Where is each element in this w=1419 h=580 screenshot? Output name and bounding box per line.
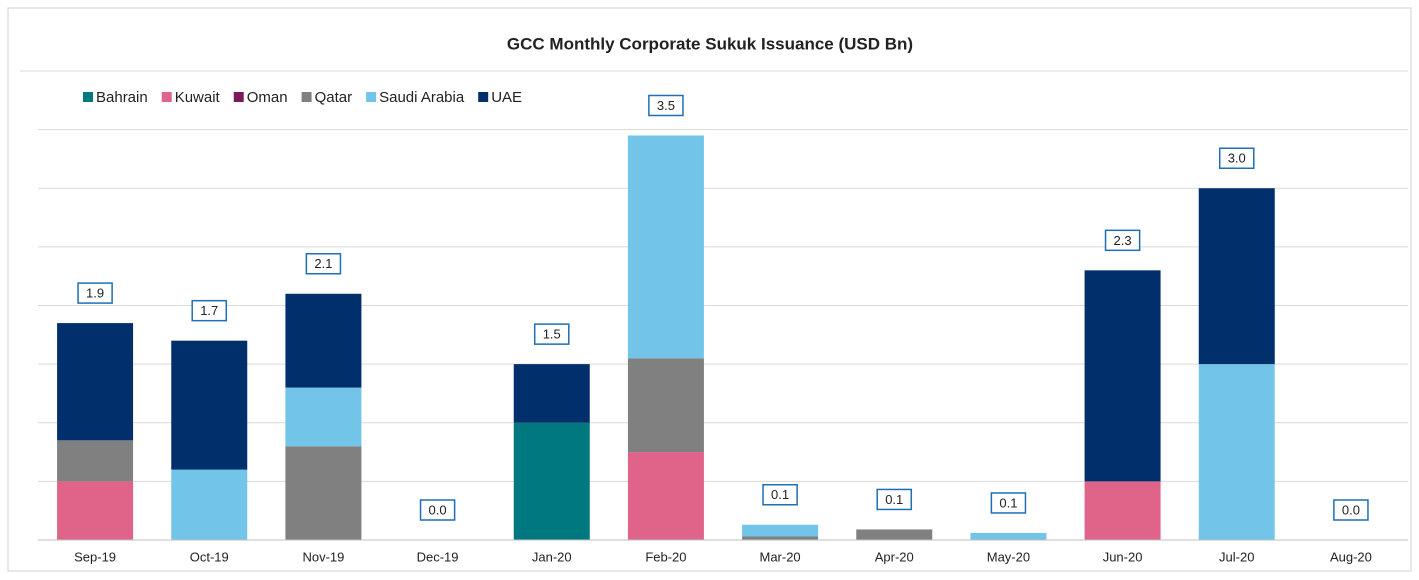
bar-segment (742, 536, 819, 540)
x-tick-label: Jun-20 (1103, 549, 1143, 564)
legend-swatch (301, 92, 312, 102)
x-tick-label: Apr-20 (875, 549, 914, 564)
bar-segment (970, 532, 1047, 540)
total-label: 0.0 (1342, 502, 1360, 517)
bar-segment (513, 422, 590, 540)
bar-segment (1198, 364, 1275, 540)
x-tick-label: May-20 (987, 549, 1030, 564)
total-box (419, 499, 456, 521)
bar-segment (57, 323, 134, 441)
total-label: 1.9 (86, 286, 104, 301)
total-box (648, 94, 684, 117)
bar-segment (57, 481, 134, 540)
bar-segment (627, 452, 704, 540)
total-label: 3.0 (1228, 151, 1246, 166)
total-label: 0.1 (999, 495, 1017, 510)
bar-segment (285, 293, 362, 388)
total-label: 0.1 (771, 487, 789, 502)
total-box (191, 299, 228, 322)
x-tick-label: Feb-20 (645, 549, 686, 564)
total-label: 3.5 (657, 98, 675, 113)
bar-segment (1198, 188, 1275, 365)
bar-segment (627, 358, 704, 453)
x-tick-label: Dec-19 (417, 549, 459, 564)
total-box (533, 323, 570, 345)
bar-segment (627, 135, 704, 359)
total-box (1218, 147, 1255, 169)
bar-segment (285, 446, 362, 540)
total-box (762, 484, 798, 506)
legend-label: Qatar (315, 89, 353, 106)
total-label: 1.7 (200, 303, 218, 318)
x-tick-label: Mar-20 (759, 549, 800, 564)
x-tick-label: Jul-20 (1219, 549, 1254, 564)
legend-swatch (478, 92, 489, 102)
legend-label: UAE (491, 89, 522, 106)
bar-segment (171, 469, 248, 540)
bar-segment (171, 340, 248, 470)
total-box (1333, 499, 1369, 521)
chart-title: GCC Monthly Corporate Sukuk Issuance (US… (507, 34, 913, 53)
legend-swatch (83, 92, 93, 102)
legend-label: Oman (247, 89, 288, 106)
bar-segment (1084, 481, 1161, 540)
legend-label: Saudi Arabia (379, 89, 465, 106)
x-tick-label: Aug-20 (1330, 549, 1372, 564)
legend-label: Kuwait (175, 89, 221, 106)
bar-segment (285, 387, 362, 447)
total-label: 1.5 (543, 327, 561, 342)
bar-segment (513, 364, 590, 423)
bar-segment (742, 524, 819, 537)
x-tick-label: Jan-20 (532, 549, 572, 564)
total-box (305, 253, 342, 275)
legend-swatch (366, 92, 377, 102)
bar-segment (856, 529, 933, 540)
bar-segment (57, 440, 134, 482)
legend-swatch (161, 92, 172, 102)
x-tick-label: Oct-19 (190, 549, 229, 564)
x-tick-label: Sep-19 (74, 549, 116, 564)
legend-swatch (233, 92, 244, 102)
x-tick-label: Nov-19 (302, 549, 344, 564)
bar-segment (1084, 270, 1161, 482)
total-label: 0.1 (885, 492, 903, 507)
total-label: 2.3 (1114, 233, 1132, 248)
total-box (1104, 229, 1141, 252)
total-box (77, 282, 113, 304)
total-label: 2.1 (314, 256, 332, 271)
legend-label: Bahrain (96, 89, 148, 106)
total-box (990, 492, 1027, 514)
total-label: 0.0 (429, 502, 447, 517)
total-box (876, 488, 913, 511)
